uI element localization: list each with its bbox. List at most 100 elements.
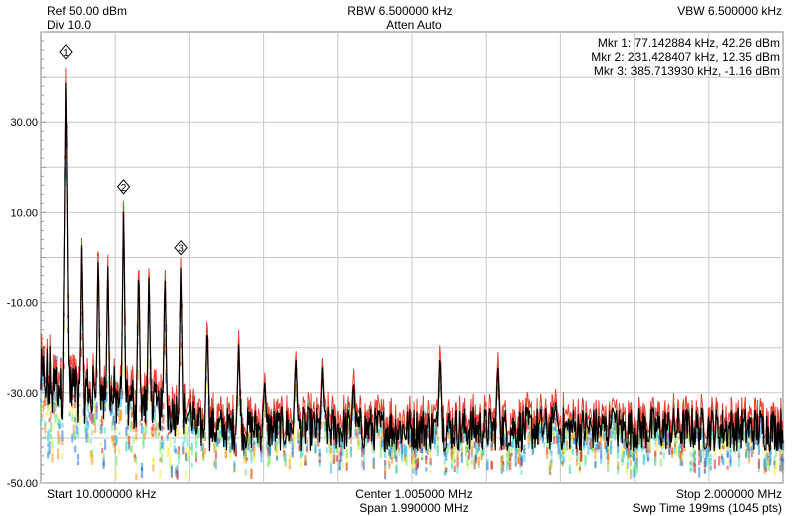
density-cell [605, 441, 608, 451]
density-cell [500, 456, 503, 462]
density-cell [720, 438, 724, 448]
density-cell [184, 424, 188, 433]
density-cell [742, 435, 745, 440]
density-cell [402, 430, 405, 436]
density-cell [568, 456, 571, 462]
density-cell [253, 456, 256, 463]
density-cell [177, 446, 181, 456]
density-cell [452, 453, 455, 461]
density-cell [415, 446, 418, 458]
density-cell [413, 459, 417, 464]
density-cell [638, 438, 641, 445]
density-cell [233, 460, 236, 469]
density-cell [159, 458, 162, 463]
density-cell [318, 459, 321, 468]
density-cell [699, 449, 702, 460]
density-cell [41, 383, 44, 392]
density-cell [506, 448, 509, 458]
density-cell [702, 447, 705, 459]
density-cell [627, 443, 630, 455]
density-cell [344, 437, 347, 446]
density-cell [61, 453, 64, 459]
density-cell [446, 447, 449, 452]
density-cell [466, 456, 469, 467]
marker-number: 2 [121, 183, 127, 194]
density-cell [476, 432, 479, 443]
density-cell [401, 454, 404, 463]
density-cell [460, 452, 463, 463]
density-cell [405, 445, 408, 457]
density-cell [745, 451, 748, 459]
density-cell [383, 447, 387, 459]
marker-diamond[interactable] [59, 44, 73, 60]
density-cell [139, 419, 142, 426]
density-cell [580, 451, 583, 461]
density-cell [558, 434, 562, 443]
density-cell [214, 450, 218, 460]
density-cell [234, 447, 237, 456]
density-cell [243, 448, 246, 459]
density-cell [189, 415, 192, 427]
density-cell [409, 445, 412, 449]
density-cell [709, 453, 712, 461]
density-cell [356, 439, 360, 446]
density-cell [89, 438, 92, 444]
density-cell [766, 459, 769, 465]
density-cell [727, 429, 731, 434]
density-cell [519, 457, 522, 469]
density-cell [713, 459, 716, 470]
density-cell [322, 419, 326, 428]
density-cell [575, 458, 579, 466]
density-cell [565, 441, 569, 451]
density-cell [594, 461, 597, 469]
density-cell [610, 446, 613, 455]
density-cell [550, 457, 553, 464]
marker-diamond[interactable] [116, 179, 131, 195]
marker-diamond[interactable] [174, 239, 188, 256]
density-cell [604, 427, 607, 436]
density-cell [598, 441, 601, 450]
density-cell [55, 401, 58, 406]
density-cell [564, 435, 567, 440]
density-cell [95, 410, 98, 420]
density-cell [153, 405, 156, 413]
density-cell [383, 462, 387, 469]
density-cell [291, 427, 294, 432]
density-cell [590, 438, 593, 450]
density-cell [480, 449, 483, 456]
density-cell [607, 449, 610, 461]
density-cell [416, 458, 419, 469]
density-cell [47, 449, 50, 455]
density-cell [708, 444, 711, 449]
density-cell [543, 441, 546, 448]
density-cell [447, 432, 451, 439]
density-cell [526, 419, 529, 430]
density-cell [237, 362, 240, 374]
density-cell [71, 434, 74, 443]
density-cell [622, 438, 625, 446]
density-cell [564, 425, 567, 432]
density-cell [668, 447, 671, 456]
density-cell [598, 434, 601, 439]
density-cell [582, 438, 586, 443]
density-cell [305, 439, 309, 450]
density-cell [763, 466, 766, 475]
density-cell [140, 467, 144, 478]
sweep-time-label: Swp Time 199ms (1045 pts) [632, 501, 782, 515]
density-cell [752, 449, 755, 455]
density-cell [358, 439, 361, 450]
density-cell [227, 425, 230, 434]
density-cell [94, 417, 97, 425]
density-cell [727, 432, 731, 443]
density-cell [94, 395, 97, 401]
density-cell [482, 445, 485, 450]
density-cell [111, 435, 114, 442]
density-cell [47, 443, 50, 447]
density-cell [415, 467, 418, 476]
density-cell [726, 460, 729, 465]
density-cell [516, 456, 519, 463]
y-tick-label: -10.00 [7, 298, 38, 310]
density-cell [268, 457, 272, 464]
density-cell [351, 413, 354, 422]
density-cell [118, 415, 121, 424]
